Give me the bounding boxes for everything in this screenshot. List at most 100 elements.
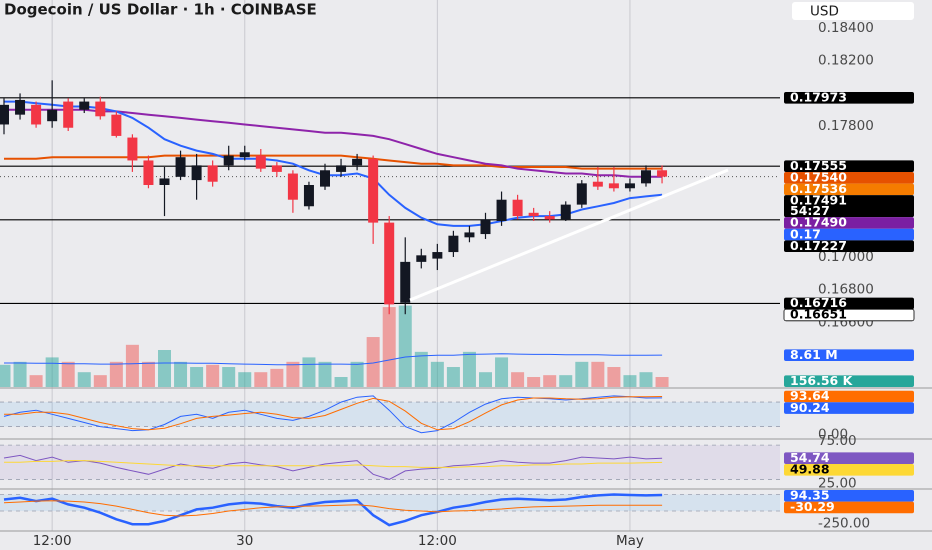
candle-body — [592, 181, 603, 187]
volume-bar — [350, 361, 364, 387]
indicator-line — [4, 396, 663, 431]
price-tag-label: 93.64 — [790, 388, 830, 403]
candle-body — [416, 255, 427, 262]
price-tag-label: 8.61 M — [790, 347, 838, 362]
price-tag-label: 49.88 — [790, 462, 830, 477]
price-tag-label: 0.16716 — [790, 295, 847, 310]
volume-bar — [77, 372, 91, 387]
candle-body — [239, 152, 250, 158]
price-tag — [784, 452, 914, 465]
candle-body — [287, 173, 298, 200]
candle-body — [207, 165, 218, 182]
volume-bar — [174, 361, 188, 387]
candle-body — [175, 157, 186, 177]
candle-body — [512, 199, 523, 217]
price-tag-label: 156.56 K — [790, 373, 854, 388]
candle-body — [143, 160, 154, 185]
price-tag-label: 0.17227 — [790, 238, 847, 253]
candle-body — [336, 165, 347, 172]
volume-bar — [655, 377, 669, 387]
price-tag — [784, 464, 914, 476]
indicator-line — [3, 493, 663, 527]
candle-body — [400, 261, 411, 303]
countdown: 54:27 — [790, 203, 830, 218]
y-tick-label: 0.00 — [818, 427, 848, 443]
volume-bar — [334, 377, 348, 387]
y-tick-label: 0.18400 — [818, 20, 874, 36]
volume-bar — [270, 368, 284, 387]
candle-body — [320, 170, 330, 187]
candle-body — [0, 104, 9, 125]
price-tag-label: 90.24 — [790, 400, 830, 415]
price-tag — [784, 195, 914, 218]
price-tag — [784, 217, 914, 229]
candle-body — [15, 99, 26, 115]
volume-pane — [0, 305, 669, 387]
volume-bar — [511, 372, 525, 387]
volume-bar — [61, 361, 75, 387]
y-tick-label: 0.17800 — [818, 118, 874, 134]
price-tag — [784, 349, 914, 361]
volume-bar — [109, 361, 123, 387]
volume-bar — [623, 375, 637, 387]
candle-body — [528, 212, 539, 217]
candle-body — [303, 184, 314, 207]
candle-body — [352, 158, 363, 166]
candle-body — [368, 158, 379, 223]
candle-body — [641, 170, 651, 184]
candle-body — [159, 178, 170, 185]
candle-body — [223, 155, 234, 166]
candle-body — [191, 165, 202, 181]
indicator-line — [4, 460, 663, 468]
price-tag-label: 94.35 — [790, 488, 830, 503]
indicator-line — [3, 454, 663, 480]
y-tick-label: 25.00 — [818, 476, 857, 492]
volume-bar — [302, 357, 316, 387]
price-tag — [784, 402, 914, 414]
x-tick-label: 30 — [236, 533, 253, 549]
candles — [0, 80, 668, 315]
volume-bar — [93, 375, 107, 387]
volume-bar — [446, 367, 460, 387]
volume-bar — [13, 361, 27, 387]
volume-bar — [45, 357, 59, 387]
price-tag-label: 0.17536 — [790, 181, 847, 196]
candle-body — [624, 183, 635, 189]
volume-bar — [495, 357, 509, 387]
candle-body — [47, 109, 58, 122]
volume-bar — [190, 367, 204, 387]
y-tick-label: -250.00 — [818, 515, 870, 531]
price-tag-label: 54.74 — [790, 450, 830, 465]
volume-bar — [125, 344, 139, 387]
candle-body — [464, 232, 475, 238]
candle-body — [95, 101, 106, 117]
volume-bar — [238, 372, 252, 387]
y-tick-label: 0.17000 — [818, 249, 874, 265]
x-tick-label: May — [616, 533, 644, 549]
price-tag — [784, 92, 914, 104]
price-tag-label: 0.17490 — [790, 215, 847, 230]
volume-bar — [575, 361, 589, 387]
time-axis: 12:00 30 12:00 May — [33, 533, 644, 549]
candle-body — [544, 216, 555, 220]
volume-bar — [639, 372, 653, 387]
volume-bar — [398, 305, 412, 387]
y-tick-label: 0.18200 — [818, 53, 874, 69]
candle-body — [79, 101, 90, 110]
price-tag-label: 0.17555 — [790, 158, 847, 173]
currency-box — [792, 2, 914, 20]
price-tag — [784, 490, 914, 502]
volume-bar — [158, 350, 171, 387]
indicator-line — [3, 500, 663, 517]
price-tag — [784, 390, 914, 403]
x-tick-label: 12:00 — [33, 533, 72, 549]
candle-body — [384, 222, 395, 305]
candle-body — [271, 165, 282, 172]
moving-average — [4, 154, 663, 170]
candle-body — [448, 235, 459, 253]
price-tag-label: 0.17540 — [790, 169, 847, 184]
price-tag — [784, 183, 914, 196]
price-tag — [784, 228, 914, 241]
